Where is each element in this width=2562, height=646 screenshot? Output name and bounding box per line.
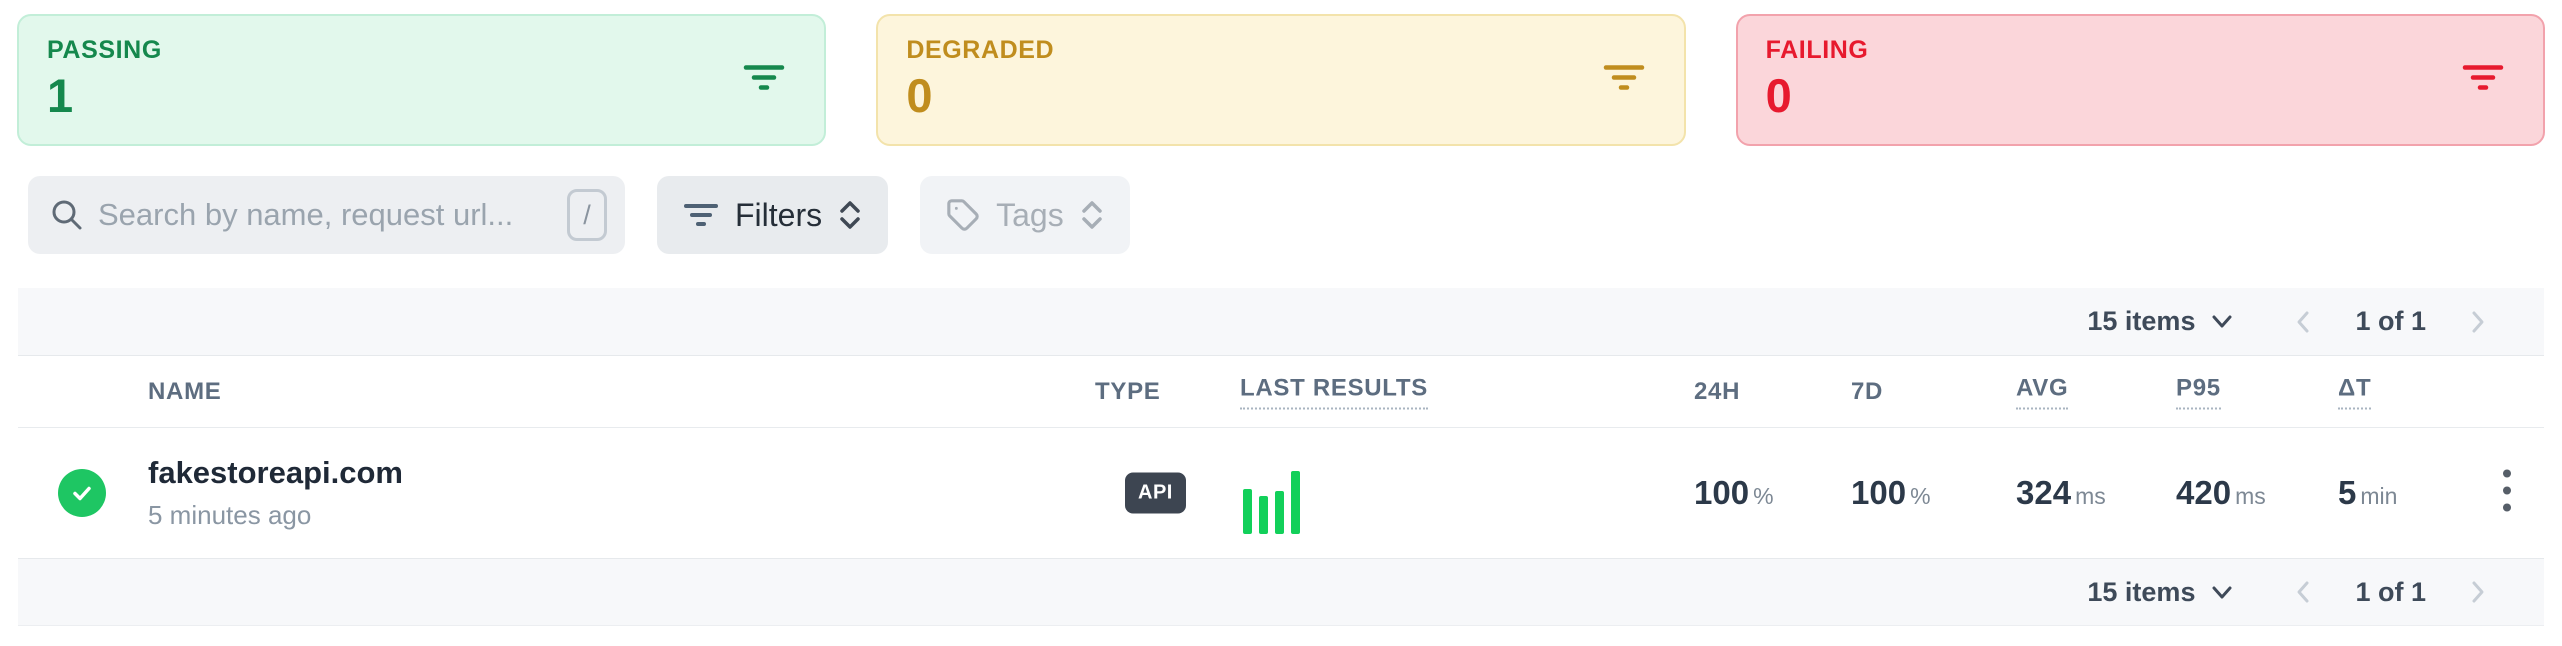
status-card-count: 0	[906, 69, 933, 122]
filters-button[interactable]: Filters	[657, 176, 889, 254]
filter-lines-icon	[683, 201, 719, 229]
tags-button-label: Tags	[996, 196, 1064, 233]
status-card-label: FAILING	[1765, 36, 1869, 64]
pagination-bar-bottom: 15 items 1 of 1	[18, 558, 2544, 626]
filter-icon[interactable]	[1602, 62, 1646, 99]
metric-delta-t: 5 min	[2338, 474, 2398, 511]
column-header-type: TYPE	[1095, 377, 1161, 405]
column-header-7d: 7D	[1851, 377, 1884, 405]
table-row[interactable]: fakestoreapi.com 5 minutes ago API 100 %…	[18, 428, 2544, 558]
chevron-down-icon	[2211, 314, 2233, 329]
status-card-degraded[interactable]: DEGRADED 0	[876, 14, 1686, 146]
chevron-left-icon	[2297, 581, 2309, 603]
sort-chevrons-icon	[1080, 198, 1104, 232]
items-per-page-label: 15 items	[2087, 576, 2196, 607]
status-card-label: DEGRADED	[906, 36, 1055, 64]
chevron-right-icon	[2472, 311, 2484, 332]
tags-button[interactable]: Tags	[920, 176, 1130, 254]
slash-shortcut-badge: /	[567, 189, 607, 241]
column-header-delta-t[interactable]: ΔT	[2338, 374, 2372, 409]
status-passing-icon	[58, 469, 106, 517]
search-box[interactable]: /	[28, 176, 625, 254]
search-icon	[50, 198, 84, 232]
items-per-page-label: 15 items	[2087, 306, 2196, 336]
monitor-last-run: 5 minutes ago	[148, 500, 312, 530]
filter-icon[interactable]	[2461, 62, 2505, 99]
type-badge: API	[1125, 472, 1186, 514]
chevron-down-icon	[2211, 585, 2233, 600]
status-card-passing[interactable]: PASSING 1	[17, 14, 827, 146]
page-indicator: 1 of 1	[2355, 306, 2426, 336]
monitor-name-block: fakestoreapi.com 5 minutes ago	[148, 455, 403, 531]
last-results-bars[interactable]	[1243, 470, 1300, 534]
column-header-avg[interactable]: AVG	[2016, 374, 2069, 409]
status-card-count: 1	[47, 69, 74, 122]
filters-button-label: Filters	[735, 196, 823, 233]
next-page-button[interactable]	[2470, 310, 2486, 334]
filter-icon[interactable]	[742, 62, 786, 99]
table-header-row: NAME TYPE LAST RESULTS 24H 7D AVG P95 ΔT	[18, 356, 2544, 428]
check-icon	[73, 486, 91, 501]
prev-page-button[interactable]	[2295, 580, 2311, 604]
monitor-name: fakestoreapi.com	[148, 455, 403, 490]
page-indicator: 1 of 1	[2355, 576, 2426, 607]
monitors-table: 15 items 1 of 1 NAME TYPE LAST RESULTS 2…	[18, 288, 2544, 626]
toolbar: / Filters Tags	[28, 176, 2562, 254]
status-card-failing[interactable]: FAILING 0	[1735, 14, 2545, 146]
next-page-button[interactable]	[2470, 580, 2486, 604]
column-header-24h: 24H	[1694, 377, 1741, 405]
pagination-bar-top: 15 items 1 of 1	[18, 288, 2544, 356]
metric-avg: 324 ms	[2016, 474, 2106, 511]
metric-p95: 420 ms	[2176, 474, 2266, 511]
metric-24h: 100 %	[1694, 474, 1774, 511]
status-card-count: 0	[1765, 69, 1792, 122]
metric-7d: 100 %	[1851, 474, 1931, 511]
search-input[interactable]	[98, 197, 567, 233]
status-card-label: PASSING	[47, 36, 162, 64]
status-cards-row: PASSING 1 DEGRADED 0 FAILING 0	[0, 0, 2562, 146]
column-header-name: NAME	[148, 377, 222, 405]
chevron-left-icon	[2297, 311, 2309, 332]
column-header-last-results[interactable]: LAST RESULTS	[1240, 374, 1428, 409]
chevron-right-icon	[2472, 581, 2484, 603]
sort-chevrons-icon	[838, 198, 862, 232]
items-per-page-selector[interactable]: 15 items	[2087, 577, 2233, 608]
kebab-menu-button[interactable]	[2496, 463, 2518, 524]
prev-page-button[interactable]	[2295, 310, 2311, 334]
column-header-p95[interactable]: P95	[2176, 374, 2221, 409]
items-per-page-selector[interactable]: 15 items	[2087, 306, 2233, 337]
tag-icon	[946, 198, 980, 232]
kebab-icon	[2503, 469, 2511, 512]
